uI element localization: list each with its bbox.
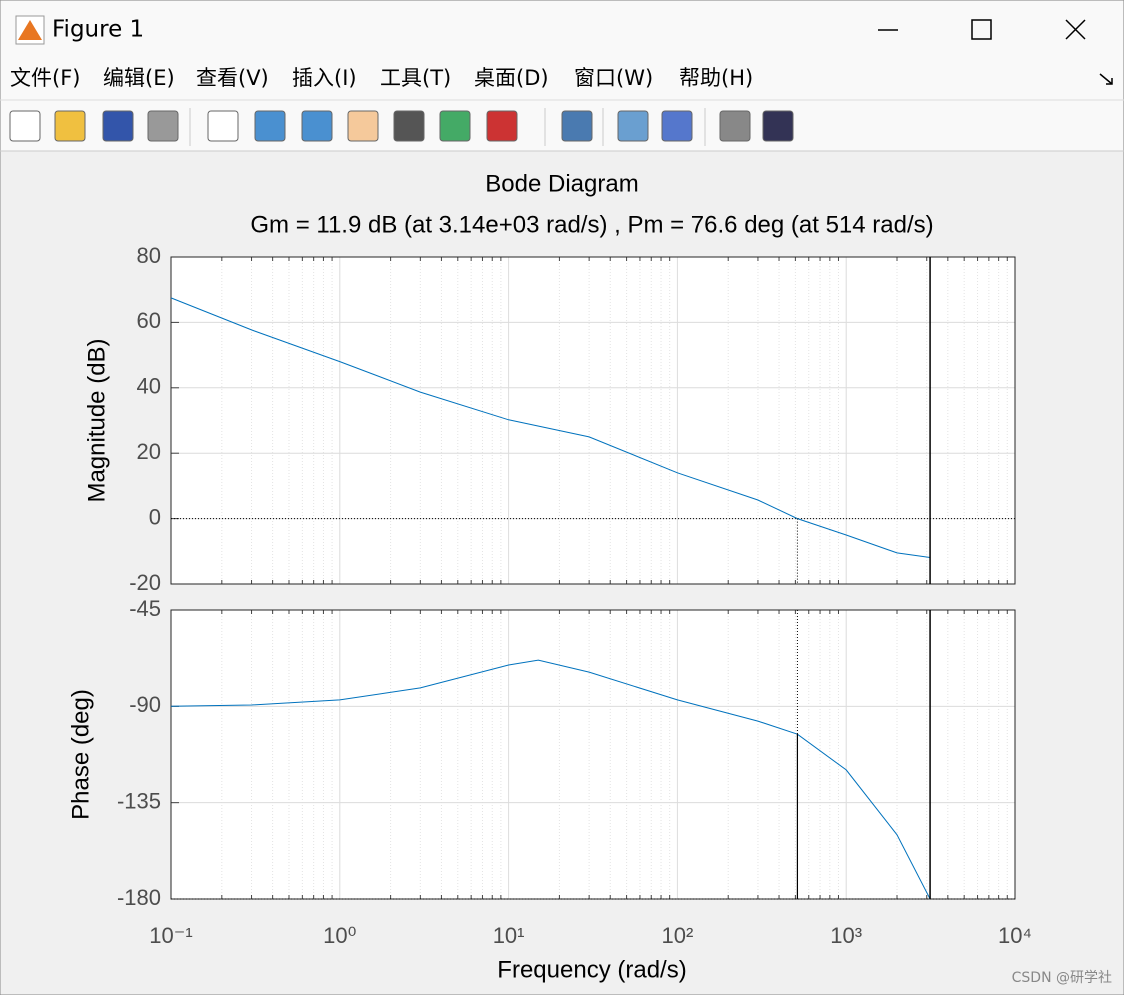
menu-bar: 文件(F) 编辑(E) 查看(V) 插入(I) 工具(T) 桌面(D) 窗口(W) 帮助(H) <box>10 66 753 90</box>
toolbar-button[interactable] <box>207 110 239 142</box>
close-button[interactable] <box>1065 19 1086 40</box>
y-tick-label: 40 <box>137 374 161 399</box>
chart-subtitle: Gm = 11.9 dB (at 3.14e+03 rad/s) , Pm = … <box>250 211 933 238</box>
plot-area <box>171 610 1015 899</box>
response-curve <box>170 659 931 900</box>
maximize-button[interactable] <box>971 19 992 40</box>
toolbar-button[interactable] <box>347 110 379 142</box>
x-tick-label: 10² <box>662 923 694 948</box>
toolbar-button[interactable] <box>719 110 751 142</box>
toolbar <box>9 108 794 146</box>
menu-item[interactable]: 查看(V) <box>196 66 269 90</box>
x-tick-label: 10³ <box>830 923 862 948</box>
toolbar-button[interactable] <box>439 110 471 142</box>
menu-item[interactable]: 文件(F) <box>10 66 80 90</box>
y-tick-label: -20 <box>129 570 161 595</box>
x-tick-label: 10⁰ <box>323 923 356 948</box>
y-tick-label: 60 <box>137 308 161 333</box>
chart-title: Bode Diagram <box>485 170 638 197</box>
x-axis-label: Frequency (rad/s) <box>497 956 686 983</box>
dock-arrow[interactable] <box>1099 73 1113 85</box>
watermark: CSDN @研学社 <box>1012 970 1112 986</box>
axes-box <box>170 256 1016 585</box>
toolbar-button[interactable] <box>561 110 593 142</box>
y-axis-label: Phase (deg) <box>67 689 94 820</box>
plot-area <box>171 257 1015 584</box>
toolbar-button[interactable] <box>9 110 41 142</box>
y-axis-label: Magnitude (dB) <box>83 338 110 502</box>
toolbar-button[interactable] <box>254 110 286 142</box>
toolbar-button[interactable] <box>762 110 794 142</box>
y-tick-label: 20 <box>137 439 161 464</box>
y-tick-label: -135 <box>117 788 161 813</box>
menu-item[interactable]: 编辑(E) <box>103 66 175 90</box>
menu-item[interactable]: 插入(I) <box>292 66 357 90</box>
toolbar-button[interactable] <box>301 110 333 142</box>
toolbar-button[interactable] <box>393 110 425 142</box>
app-icon <box>15 15 45 45</box>
y-tick-label: -180 <box>117 885 161 910</box>
x-tick-label: 10¹ <box>493 923 525 948</box>
toolbar-button[interactable] <box>617 110 649 142</box>
y-tick-label: -45 <box>129 596 161 621</box>
toolbar-button[interactable] <box>102 110 134 142</box>
menu-item[interactable]: 帮助(H) <box>679 66 753 90</box>
toolbar-button[interactable] <box>147 110 179 142</box>
menu-item[interactable]: 桌面(D) <box>474 66 549 90</box>
y-tick-label: 80 <box>137 243 161 268</box>
menu-item[interactable]: 工具(T) <box>380 66 451 90</box>
y-tick-label: -90 <box>129 692 161 717</box>
toolbar-button[interactable] <box>54 110 86 142</box>
menu-item[interactable]: 窗口(W) <box>574 66 653 90</box>
x-tick-label: 10⁴ <box>998 923 1032 948</box>
toolbar-button[interactable] <box>661 110 693 142</box>
response-curve <box>170 297 931 558</box>
y-tick-label: 0 <box>149 504 161 529</box>
axes-box <box>170 609 1016 900</box>
x-tick-label: 10⁻¹ <box>149 923 192 948</box>
toolbar-button[interactable] <box>486 110 518 142</box>
window-title: Figure 1 <box>52 17 144 43</box>
